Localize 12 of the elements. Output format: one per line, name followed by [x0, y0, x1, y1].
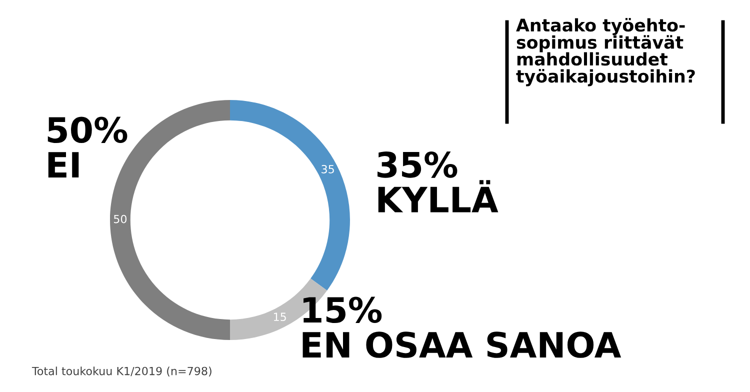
donut-slice	[230, 100, 350, 291]
text: 35%	[378, 152, 458, 178]
chart-title: Antaako työehto- sopimus riittävät mahdollisuudet työaikajoustoihin?	[516, 18, 695, 86]
data-label: 15	[274, 312, 286, 322]
data-label: 50	[114, 214, 127, 224]
slice-label: EN OSAA SANOA	[302, 332, 622, 358]
slice-label: KYLLÄ	[378, 180, 498, 212]
text: Total toukokuu K1/2019 (n=798)	[32, 366, 212, 377]
text: 50%	[48, 116, 128, 144]
slice-label: EI	[48, 152, 79, 178]
data-label: 35	[322, 164, 334, 174]
text: 15%	[304, 296, 382, 324]
